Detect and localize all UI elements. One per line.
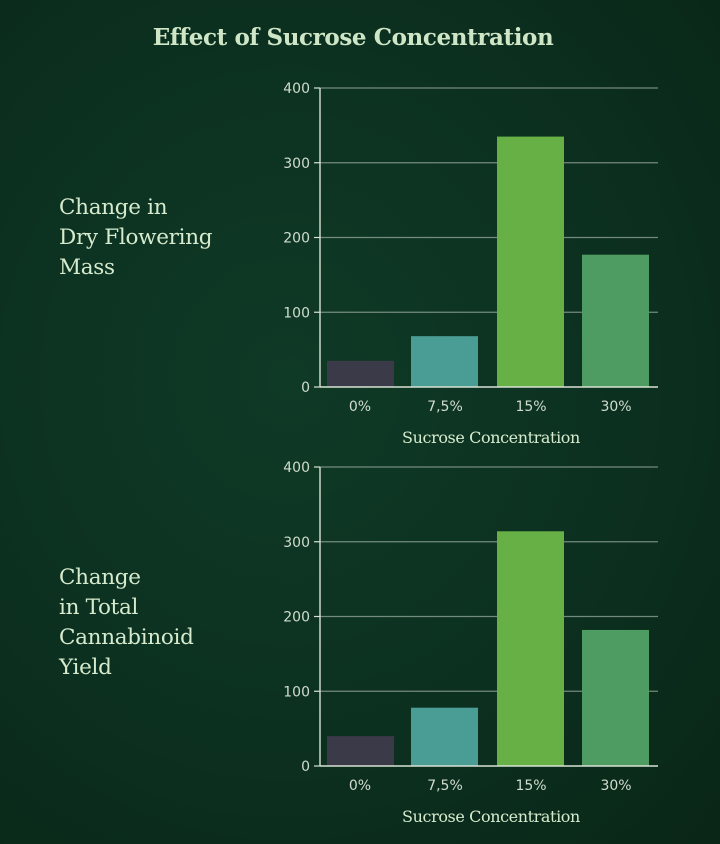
chart-2-bar-3 — [497, 531, 564, 766]
chart-1-title-line-1: Change in — [59, 195, 168, 220]
chart-2-category-label-1: 0% — [349, 778, 371, 794]
chart-2-category-label-3: 15% — [515, 778, 546, 794]
chart-2-category-label-2: 7,5% — [427, 778, 463, 794]
chart-1-ytick-label-0: 0 — [301, 380, 310, 396]
chart-1-bar-4 — [582, 254, 649, 387]
chart-1-category-label-1: 0% — [349, 399, 371, 415]
chart-2-title: Change in Total Cannabinoid Yield — [59, 563, 194, 683]
chart-2-ytick-label-100: 100 — [283, 684, 310, 700]
chart-2-ytick-label-400: 400 — [283, 460, 310, 476]
chart-2-x-axis-label: Sucrose Concentration — [402, 807, 580, 826]
chart-2-ytick-label-200: 200 — [283, 610, 310, 626]
chart-2-title-line-4: Yield — [59, 655, 112, 680]
chart-2-bar-2 — [411, 707, 478, 766]
chart-1-category-label-4: 30% — [600, 399, 631, 415]
chart-2-title-line-3: Cannabinoid — [59, 625, 194, 650]
chart-1-bar-3 — [497, 136, 564, 387]
chart-2-title-line-1: Change — [59, 565, 141, 590]
chart-1-title-line-3: Mass — [59, 255, 115, 280]
chart-1-ytick-label-400: 400 — [283, 81, 310, 97]
chart-1-bar-2 — [411, 336, 478, 387]
chart-2-category-label-4: 30% — [600, 778, 631, 794]
main-title: Effect of Sucrose Concentration — [152, 24, 554, 51]
chart-2-title-line-2: in Total — [59, 595, 139, 620]
chart-1-title-line-2: Dry Flowering — [59, 225, 213, 250]
chart-2-ytick-label-0: 0 — [301, 759, 310, 775]
chart-1-ytick-label-100: 100 — [283, 305, 310, 321]
chart-2-ytick-label-300: 300 — [283, 535, 310, 551]
chart-1-category-label-3: 15% — [515, 399, 546, 415]
chart-1-ytick-label-300: 300 — [283, 156, 310, 172]
chart-1-x-axis-label: Sucrose Concentration — [402, 428, 580, 447]
chart-2-bar-1 — [327, 736, 394, 766]
chart-2-bar-4 — [582, 629, 649, 766]
chart-1-title: Change in Dry Flowering Mass — [59, 193, 213, 283]
chart-1-ytick-label-200: 200 — [283, 231, 310, 247]
chart-1-category-label-2: 7,5% — [427, 399, 463, 415]
chart-1-bar-1 — [327, 360, 394, 387]
